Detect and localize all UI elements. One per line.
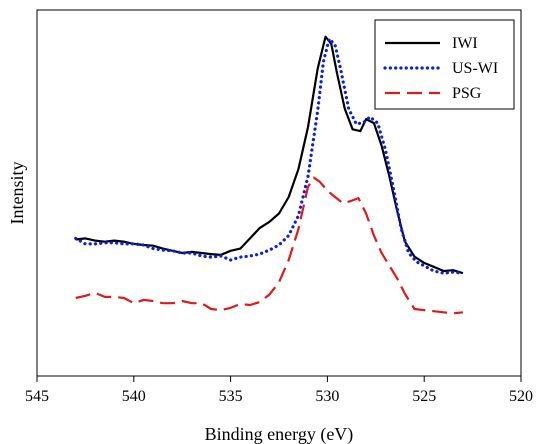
x-tick-label: 525 (412, 388, 436, 405)
legend-label: US-WI (452, 60, 498, 77)
x-tick-label: 530 (315, 388, 339, 405)
x-axis-ticks: 545 540 535 530 525 520 (25, 376, 533, 405)
x-tick-label: 540 (122, 388, 146, 405)
x-tick-label: 545 (25, 388, 49, 405)
legend-box (374, 19, 515, 110)
x-tick-label: 520 (509, 388, 533, 405)
x-tick-label: 535 (219, 388, 243, 405)
y-axis-title: Intensity (7, 162, 27, 225)
legend: IWI US-WI PSG (374, 19, 515, 110)
x-axis-title: Binding energy (eV) (205, 424, 354, 444)
series-layer (74, 35, 465, 315)
series-line-us-wi (74, 37, 465, 275)
plot-frame (36, 9, 522, 377)
legend-label: IWI (452, 35, 478, 52)
legend-label: PSG (452, 85, 482, 102)
series-line-psg (75, 176, 464, 315)
